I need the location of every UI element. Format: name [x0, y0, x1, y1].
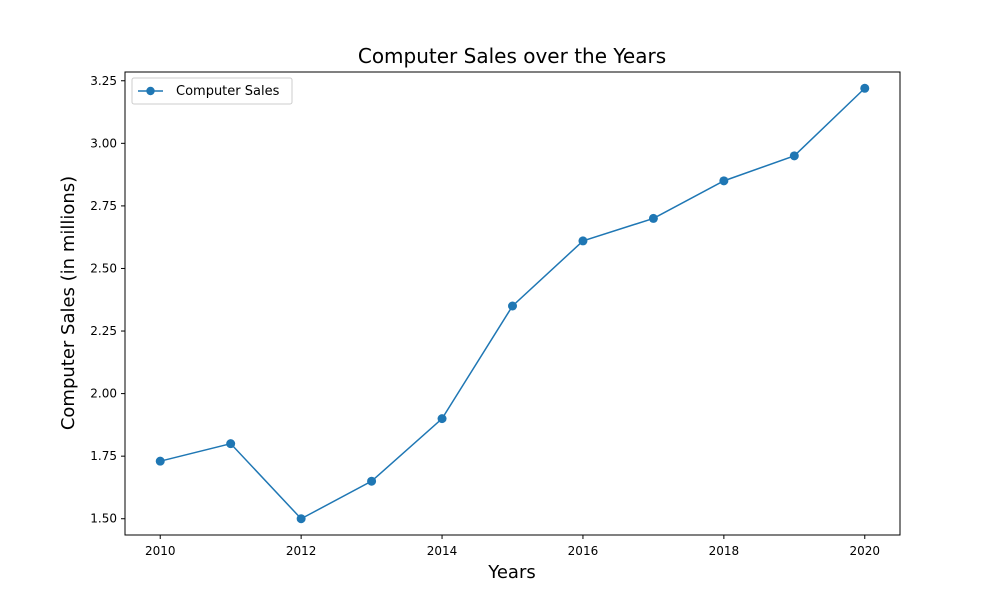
- data-point: [155, 456, 165, 466]
- x-tick-label: 2016: [568, 544, 599, 558]
- legend-box: [131, 77, 293, 105]
- legend-marker: [146, 86, 155, 96]
- y-tick-label: 2.75: [90, 199, 117, 213]
- y-tick-label: 3.25: [90, 74, 117, 88]
- x-tick-label: 2012: [286, 544, 317, 558]
- y-tick-label: 2.25: [90, 324, 117, 338]
- y-tick-label: 2.50: [90, 261, 117, 275]
- y-tick-label: 3.00: [90, 136, 117, 150]
- x-tick-label: 2018: [709, 544, 740, 558]
- y-axis-label: Computer Sales (in millions): [58, 176, 79, 430]
- data-point: [226, 439, 236, 449]
- data-point: [860, 83, 870, 93]
- y-axis: 1.50 1.75 2.00 2.25 2.50 2.75 3.00 3.25: [90, 74, 125, 526]
- x-axis: 2010 2012 2014 2016 2018 2020: [145, 535, 880, 558]
- data-point: [719, 176, 729, 186]
- legend: Computer Sales: [131, 77, 293, 105]
- series-layer: [155, 83, 870, 524]
- data-point: [789, 151, 799, 161]
- data-point: [367, 476, 377, 486]
- y-tick-label: 1.75: [90, 449, 117, 463]
- data-point: [508, 301, 517, 311]
- data-point: [437, 414, 447, 424]
- x-tick-label: 2014: [427, 544, 458, 558]
- y-tick-label: 1.50: [90, 512, 117, 526]
- data-point: [648, 213, 658, 223]
- data-point: [578, 236, 588, 246]
- legend-label: Computer Sales: [176, 84, 280, 99]
- chart-title: Computer Sales over the Years: [358, 44, 666, 68]
- y-tick-label: 2.00: [90, 387, 117, 401]
- x-tick-label: 2020: [849, 544, 880, 558]
- x-axis-label: Years: [487, 562, 536, 583]
- data-point: [296, 514, 306, 524]
- x-tick-label: 2010: [145, 544, 176, 558]
